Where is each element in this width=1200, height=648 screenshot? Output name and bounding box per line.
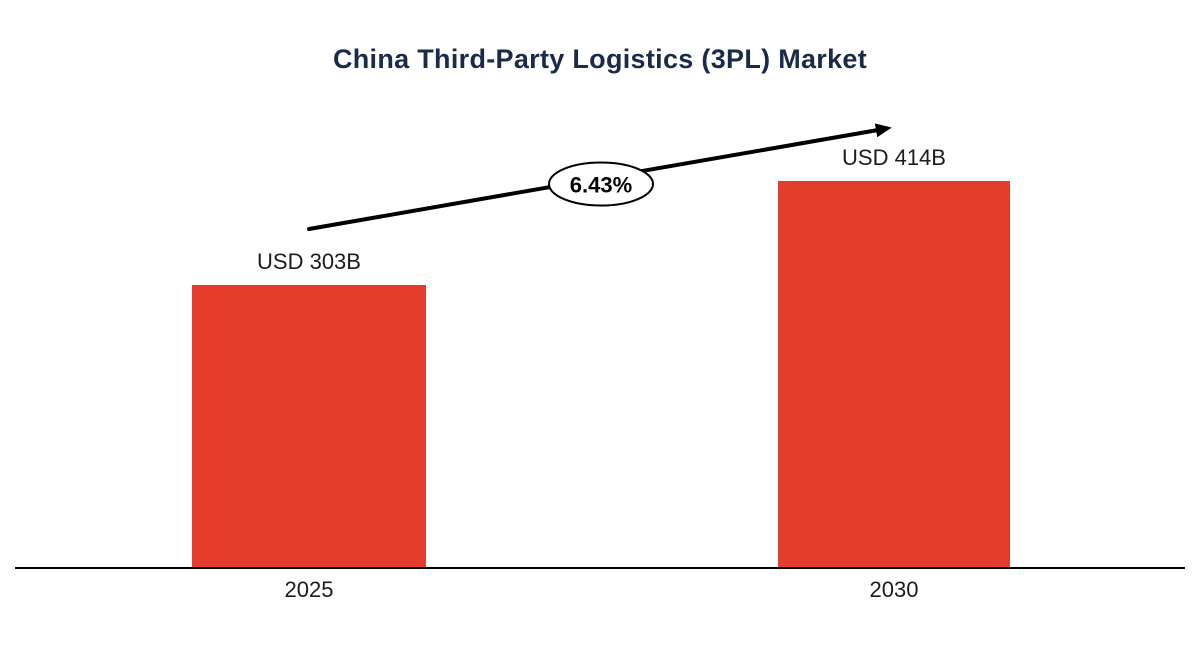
bar-group-2030: USD 414B — [778, 145, 1010, 568]
x-tick-2030: 2030 — [869, 577, 919, 602]
cagr-value: 6.43% — [570, 173, 632, 198]
bar-2025 — [192, 285, 426, 568]
bar-value-label-2025: USD 303B — [257, 249, 361, 274]
chart-title: China Third-Party Logistics (3PL) Market — [332, 44, 868, 74]
bar-group-2025: USD 303B — [192, 249, 426, 568]
bar-2030 — [778, 181, 1010, 568]
x-tick-2025: 2025 — [284, 577, 334, 602]
bar-value-label-2030: USD 414B — [842, 145, 946, 170]
x-axis-line — [15, 567, 1185, 569]
cagr-badge — [548, 161, 654, 207]
